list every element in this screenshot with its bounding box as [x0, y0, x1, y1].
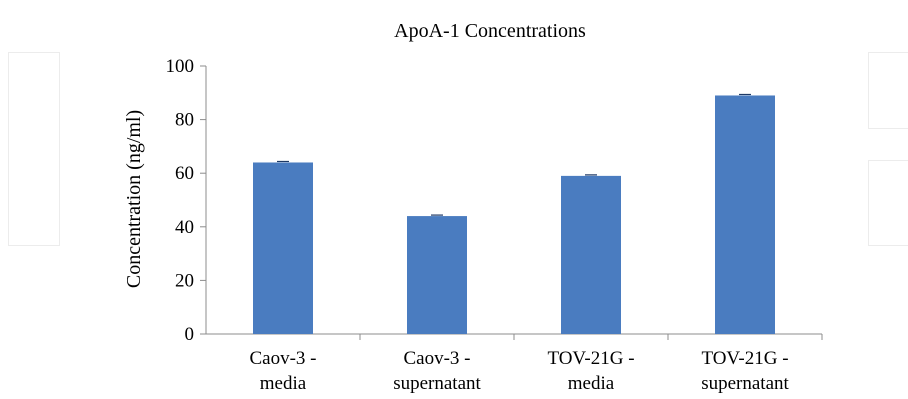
- x-tick-label: supernatant: [393, 373, 481, 394]
- chart-title: ApoA-1 Concentrations: [394, 20, 586, 42]
- y-tick-label: 0: [185, 324, 195, 345]
- x-tick-label: media: [568, 373, 615, 394]
- y-axis-label: Concentration (ng/ml): [123, 110, 145, 288]
- x-tick-label: Caov-3 -: [249, 348, 316, 369]
- y-tick-label: 80: [175, 110, 194, 131]
- bar: [715, 95, 775, 334]
- plot-area: 0 20 40 60 80 100 Caov-3 - media Caov-3 - superna…: [166, 56, 823, 394]
- y-tick-label: 20: [175, 270, 194, 291]
- x-tick-label: media: [260, 373, 307, 394]
- y-tick-label: 100: [166, 56, 195, 77]
- y-tick-label: 40: [175, 217, 194, 238]
- decorative-frame-left: [8, 52, 60, 246]
- y-tick-label: 60: [175, 163, 194, 184]
- decorative-frame-right-top: [868, 52, 908, 129]
- x-tick-label: Caov-3 -: [403, 348, 470, 369]
- x-tick-label: TOV-21G -: [701, 348, 788, 369]
- bar: [253, 162, 313, 334]
- x-tick-label: TOV-21G -: [547, 348, 634, 369]
- decorative-frame-right-bottom: [868, 160, 908, 246]
- bar: [561, 175, 621, 334]
- bar: [407, 216, 467, 334]
- x-tick-label: supernatant: [701, 373, 789, 394]
